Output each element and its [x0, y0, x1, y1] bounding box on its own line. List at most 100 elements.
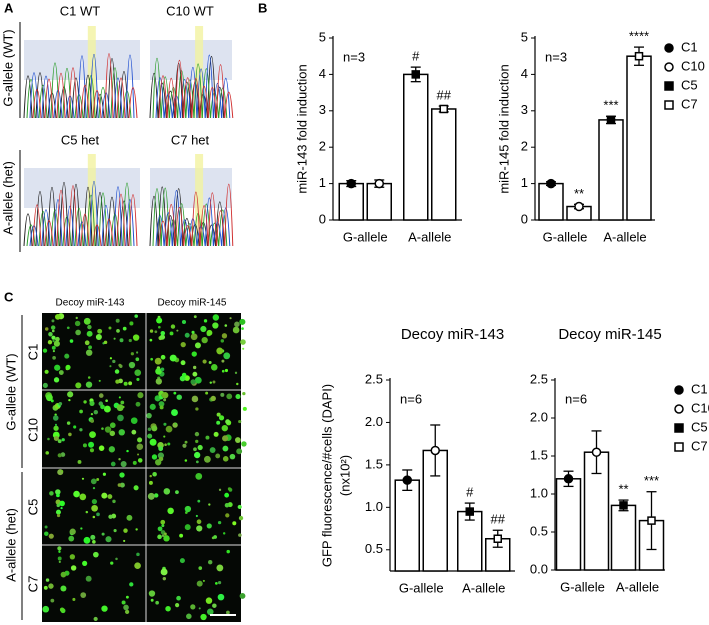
cell-spot [212, 322, 219, 329]
cell-spot [122, 326, 127, 331]
sample-title: C7 het [171, 132, 210, 147]
cell-spot [151, 454, 158, 460]
cell-spot [44, 525, 48, 529]
cell-spot [163, 535, 170, 542]
cell-spot [136, 443, 144, 451]
significance: ** [618, 482, 628, 497]
cell-spot [42, 348, 48, 353]
cell-spot [119, 482, 125, 488]
cell-spot [220, 392, 225, 397]
y-tick-label: 2.0 [530, 409, 548, 424]
cell-spot [58, 401, 63, 406]
cell-spot [153, 493, 159, 498]
cell-spot [201, 336, 208, 344]
cell-spot [47, 340, 53, 345]
cell-spot [216, 347, 224, 355]
cell-spot [69, 339, 74, 343]
cell-spot [221, 359, 225, 363]
note: n=6 [565, 391, 587, 406]
cell-spot [154, 357, 162, 365]
cell-spot [184, 524, 191, 531]
cell-spot [103, 405, 111, 413]
cell-spot [130, 417, 138, 424]
cell-spot [220, 339, 225, 343]
cell-spot [101, 605, 108, 612]
cell-spot [134, 562, 141, 570]
bar [626, 55, 652, 221]
cell-spot [193, 447, 197, 452]
cell-spot [79, 409, 83, 414]
x-tick-label: G-allele [399, 580, 444, 595]
cell-spot [93, 551, 99, 558]
cell-spot [92, 515, 96, 519]
cell-spot [184, 459, 188, 462]
y-tick-label: 0 [319, 211, 326, 226]
cell-spot [120, 461, 127, 468]
legend-marker [674, 423, 684, 433]
cell-spot [238, 419, 242, 424]
chromatograms [23, 26, 234, 247]
chart-title: Decoy miR-143 [401, 326, 504, 343]
cell-spot [73, 425, 77, 429]
cell-spot [221, 424, 228, 432]
cell-spot [115, 318, 120, 323]
cell-spot [146, 412, 152, 419]
cell-spot [46, 394, 53, 402]
cell-spot [77, 460, 82, 464]
row-label: C1 [25, 344, 40, 361]
cell-spot [49, 491, 54, 496]
cell-spot [68, 432, 72, 437]
cell-spot [115, 557, 118, 561]
cell-spot [229, 453, 236, 460]
significance: **** [629, 29, 649, 44]
cell-spot [164, 443, 167, 447]
cell-spot [224, 368, 229, 373]
panel-label: B [258, 0, 267, 15]
cell-spot [210, 363, 218, 371]
cell-spot [137, 458, 143, 463]
cell-spot [82, 443, 87, 448]
cell-spot [222, 445, 229, 452]
cell-spot [93, 409, 99, 415]
cell-spot [150, 357, 154, 361]
cell-spot [123, 539, 126, 542]
cell-spot [239, 318, 246, 325]
cell-spot [181, 319, 187, 325]
cell-spot [180, 342, 186, 348]
cell-spot [87, 376, 91, 379]
sample-title: C10 WT [166, 3, 214, 18]
cell-spot [218, 415, 225, 421]
cell-spot [47, 437, 50, 441]
cell-spot [65, 364, 71, 370]
cell-spot [132, 334, 140, 341]
cell-spot [195, 407, 199, 411]
cell-spot [225, 513, 230, 518]
cell-spot [134, 314, 138, 318]
cell-spot [90, 419, 95, 423]
significance: ## [437, 88, 452, 103]
cell-spot [182, 443, 187, 448]
y-tick-label: 5 [521, 29, 528, 44]
trace [23, 181, 129, 247]
cell-spot [118, 363, 122, 367]
x-tick-label: A-allele [408, 229, 451, 244]
cell-spot [48, 533, 54, 539]
y-tick-label: 0.5 [365, 541, 383, 556]
cell-spot [221, 369, 225, 373]
cell-spot [61, 470, 64, 473]
cell-spot [55, 489, 61, 495]
marker [374, 178, 384, 189]
cell-spot [54, 423, 57, 426]
cell-spot [203, 319, 208, 323]
highlight [195, 26, 204, 118]
cell-spot [60, 506, 63, 510]
cell-spot [53, 425, 59, 431]
cell-spot [195, 439, 199, 444]
y-tick-label: 2.5 [530, 371, 548, 386]
micrographs [42, 313, 247, 622]
cell-spot [154, 330, 158, 334]
cell-spot [194, 376, 202, 384]
cell-spot [186, 613, 192, 620]
cell-spot [202, 359, 207, 364]
cell-spot [241, 441, 247, 447]
